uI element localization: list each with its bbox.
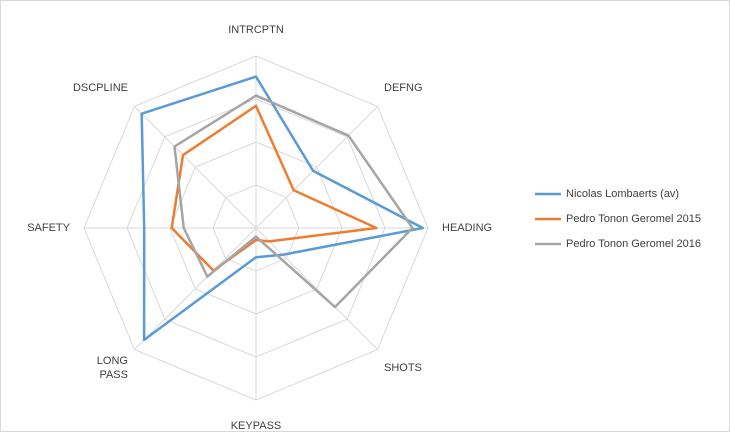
axis-label-8: DSCPLINE (73, 82, 128, 94)
axis-label-4: SHOTS (384, 362, 422, 374)
radar-series (140, 75, 425, 342)
radar-grid (83, 55, 429, 401)
axis-label-7: SAFETY (27, 222, 70, 234)
series-line-1 (140, 75, 425, 342)
axis-label-3: HEADING (442, 222, 492, 234)
axis-labels: INTRCPTN DEFNG HEADING SHOTS KEYPASS LONG PASS… (27, 24, 492, 432)
series-line-3 (173, 94, 414, 309)
grid-spoke-4 (255, 227, 378, 350)
legend-label-2: Pedro Tonon Geromel 2015 (566, 213, 701, 225)
grid-spoke-2 (255, 106, 378, 229)
grid-spoke-8 (134, 106, 257, 229)
axis-label-5: KEYPASS (231, 420, 282, 432)
legend: Nicolas Lombaerts (av) Pedro Tonon Gerome… (535, 188, 701, 250)
legend-label-3: Pedro Tonon Geromel 2016 (566, 238, 701, 250)
axis-label-6: LONG PASS (97, 355, 128, 381)
axis-label-2: DEFNG (384, 82, 423, 94)
legend-label-1: Nicolas Lombaerts (av) (566, 188, 679, 200)
grid-spoke-6 (134, 227, 257, 350)
axis-label-1: INTRCPTN (228, 24, 284, 36)
